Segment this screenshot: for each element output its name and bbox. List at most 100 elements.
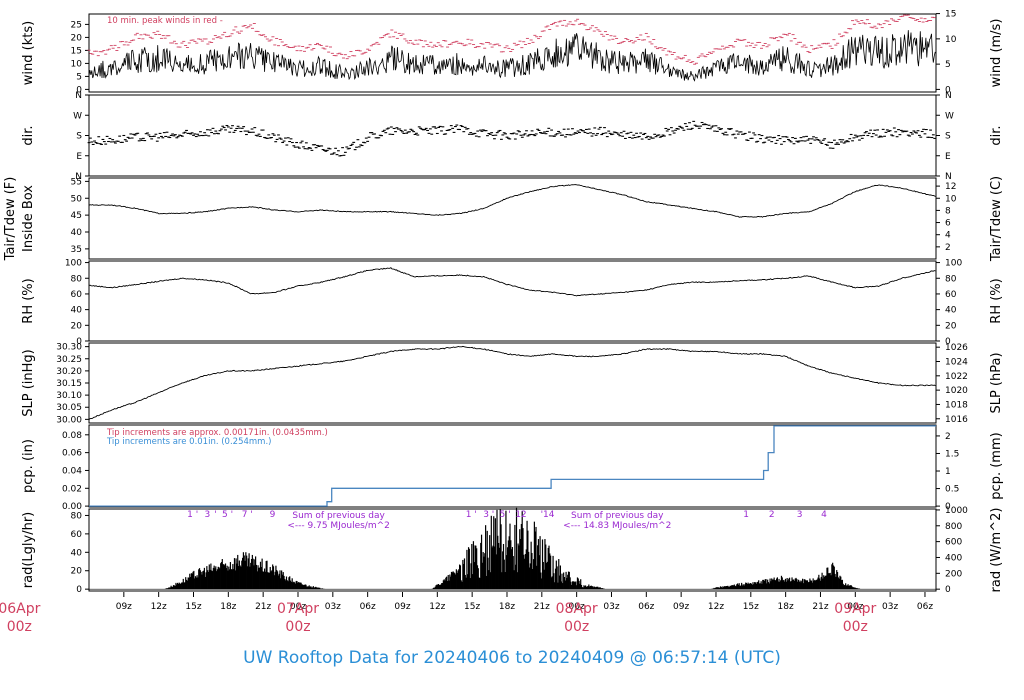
dir-right-tick-label: E — [945, 152, 951, 162]
time-tick-label: 03z — [603, 602, 619, 612]
slp-ylabel-right: SLP (hPa) — [989, 352, 1004, 413]
rh-right-tick-label: 60 — [945, 290, 957, 300]
day-label-date: 07Apr — [277, 601, 319, 617]
temp-panel-frame — [88, 177, 937, 260]
time-tick-label: 09z — [394, 602, 410, 612]
time-tick-label: 12z — [708, 602, 724, 612]
time-tick-label: 18z — [499, 602, 515, 612]
wind-right-tick-label: 15 — [945, 10, 956, 20]
wind-left-tick-label: 20 — [71, 33, 83, 43]
time-tick-label: 09z — [116, 602, 132, 612]
dir-right-tick-label: S — [945, 132, 951, 142]
rad-day-note-line1: Sum of previous day — [292, 511, 385, 521]
pcp-panel-frame — [88, 424, 937, 508]
pcp-note-red: Tip increments are approx. 0.00171in. (0… — [106, 428, 328, 438]
pcp-left-tick-label: 0.04 — [62, 466, 82, 476]
wind-left-tick-label: 25 — [71, 20, 82, 30]
time-tick-label: 21z — [534, 602, 550, 612]
rad-hour-marker: 5 — [222, 510, 228, 520]
time-tick-label: 21z — [255, 602, 271, 612]
slp-left-tick-label: 30.15 — [56, 379, 82, 389]
rh-ylabel-right: RH (%) — [989, 278, 1004, 323]
wind-ylabel-left: wind (kts) — [21, 21, 36, 85]
wind-peak-note: 10 min. peak winds in red - — [107, 16, 223, 26]
dir-right-tick-label: N — [945, 172, 952, 182]
wind-left-tick-label: 10 — [71, 59, 83, 69]
rh-left-tick-label: 0 — [76, 337, 82, 347]
time-tick-label: 18z — [778, 602, 794, 612]
day-label-date: 08Apr — [556, 601, 598, 617]
pcp-right-tick-label: 2 — [945, 432, 951, 442]
dir-right-tick-label: N — [945, 91, 952, 101]
time-tick-label: 00z — [569, 602, 585, 612]
time-tick-label: 15z — [743, 602, 759, 612]
rh-right-tick-label: 40 — [945, 306, 957, 316]
slp-right-tick-label: 1026 — [945, 343, 968, 353]
slp-right-tick-label: 1018 — [945, 400, 968, 410]
pcp-left-tick-label: 0.00 — [62, 502, 82, 512]
slp-left-tick-label: 30.20 — [56, 367, 82, 377]
rad-day-note-line2: <--- 14.83 MJoules/m^2 — [563, 521, 671, 531]
temp-left-tick-label: 50 — [71, 194, 83, 204]
rad-left-tick-label: 40 — [71, 548, 83, 558]
slp-left-tick-label: 30.25 — [56, 355, 82, 365]
pcp-note-blue: Tip increments are 0.01in. (0.254mm.) — [106, 437, 271, 447]
temp-right-tick-label: 6 — [945, 219, 951, 229]
pcp-ylabel-left: pcp. (in) — [21, 439, 36, 493]
rh-right-tick-label: 0 — [945, 337, 951, 347]
time-tick-label: 06z — [917, 602, 933, 612]
temp-ylabel-left2: Inside Box — [21, 185, 36, 252]
rad-panel-frame — [88, 508, 937, 592]
rad-right-tick-label: 800 — [945, 522, 962, 532]
temp-right-tick-label: 12 — [945, 182, 956, 192]
time-tick-label: 00z — [847, 602, 863, 612]
rad-right-tick-label: 1000 — [945, 506, 968, 516]
temp-left-tick-label: 45 — [71, 211, 82, 221]
temp-right-tick-label: 4 — [945, 231, 951, 241]
time-tick-label: 06z — [360, 602, 376, 612]
pcp-right-tick-label: 1.5 — [945, 449, 959, 459]
rad-hour-marker: 12 — [515, 510, 526, 520]
time-tick-label: 00z — [290, 602, 306, 612]
rad-bars — [164, 507, 861, 590]
temp-right-tick-label: 2 — [945, 243, 951, 253]
dir-panel-frame — [88, 94, 937, 177]
time-tick-label: 03z — [882, 602, 898, 612]
rad-hour-marker: ' — [541, 510, 543, 520]
dir-left-tick-label: N — [75, 172, 82, 182]
rh-left-tick-label: 60 — [71, 290, 83, 300]
dir-right-tick-label: W — [945, 111, 954, 121]
time-tick-label: 15z — [185, 602, 201, 612]
slp-left-tick-label: 30.30 — [56, 343, 82, 353]
rad-ylabel-right: rad (W/m^2) — [989, 508, 1004, 593]
dir-left-tick-label: N — [75, 91, 82, 101]
temp-left-tick-label: 40 — [71, 228, 83, 238]
chart-title: UW Rooftop Data for 20240406 to 20240409… — [243, 648, 781, 668]
temp-left-tick-label: 35 — [71, 245, 82, 255]
time-tick-label: 09z — [673, 602, 689, 612]
rad-left-tick-label: 0 — [76, 585, 82, 595]
rad-hour-marker: 2 — [769, 510, 775, 520]
slp-left-tick-label: 30.00 — [56, 415, 82, 425]
slp-right-tick-label: 1016 — [945, 415, 968, 425]
rad-day-note-line1: Sum of previous day — [571, 511, 664, 521]
wind-right-tick-label: 10 — [945, 35, 957, 45]
rh-left-tick-label: 80 — [71, 274, 83, 284]
time-tick-label: 12z — [429, 602, 445, 612]
wind-ylabel-right: wind (m/s) — [989, 19, 1004, 88]
pcp-accum-line — [89, 425, 936, 507]
pcp-left-tick-label: 0.06 — [62, 449, 82, 459]
rad-hour-marker: 1 — [187, 510, 193, 520]
slp-left-tick-label: 30.10 — [56, 391, 82, 401]
rad-hour-marker: 1 — [743, 510, 749, 520]
pcp-right-tick-label: 1 — [945, 467, 951, 477]
rad-hour-marker: ' — [196, 510, 198, 520]
rad-day-note-line2: <--- 9.75 MJoules/m^2 — [287, 521, 389, 531]
pcp-left-tick-label: 0.08 — [62, 431, 82, 441]
time-tick-label: 15z — [464, 602, 480, 612]
dir-left-tick-label: W — [73, 111, 82, 121]
wind-left-tick-label: 0 — [76, 85, 82, 95]
rh-ylabel-left: RH (%) — [21, 278, 36, 323]
pcp-right-tick-label: 0.5 — [945, 485, 959, 495]
rad-hour-marker: ' — [492, 510, 494, 520]
